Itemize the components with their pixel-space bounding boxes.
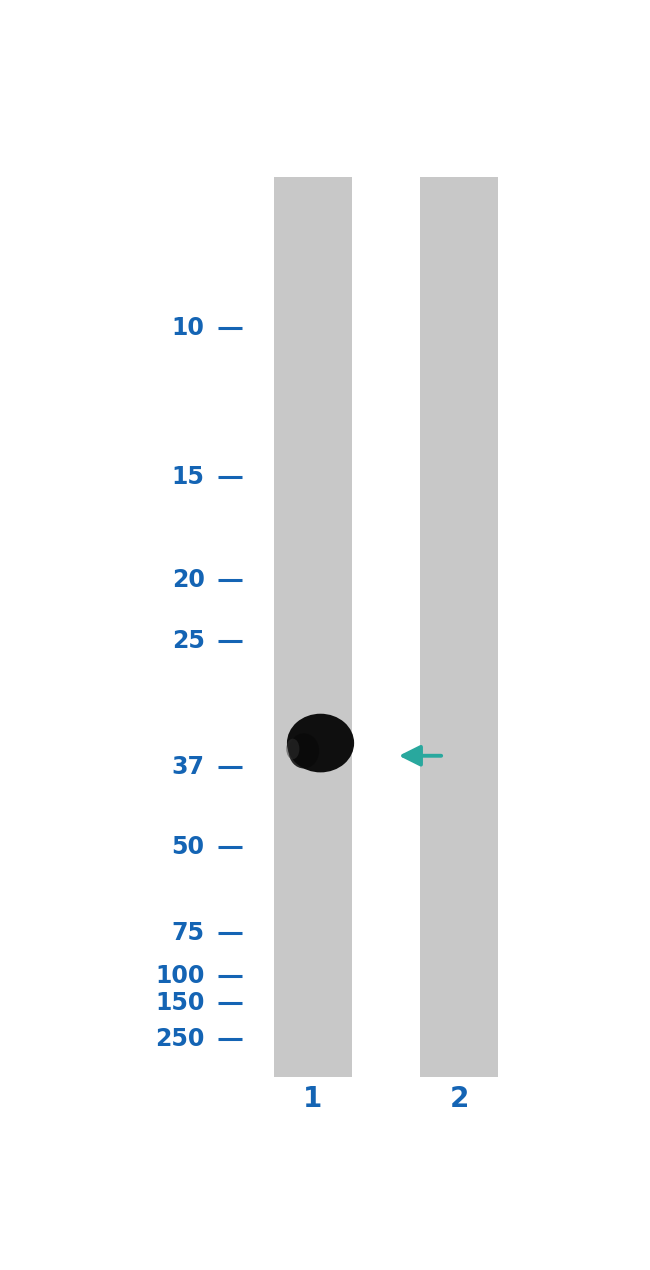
Ellipse shape bbox=[286, 739, 300, 759]
Text: 20: 20 bbox=[172, 568, 205, 592]
Text: 250: 250 bbox=[155, 1027, 205, 1052]
Text: 37: 37 bbox=[172, 754, 205, 779]
Text: 2: 2 bbox=[449, 1085, 469, 1113]
Ellipse shape bbox=[289, 733, 319, 768]
Bar bbox=[274, 177, 352, 1077]
Text: 75: 75 bbox=[172, 921, 205, 945]
Text: 150: 150 bbox=[155, 991, 205, 1015]
Text: 1: 1 bbox=[304, 1085, 322, 1113]
Bar bbox=[420, 177, 498, 1077]
Ellipse shape bbox=[287, 714, 354, 772]
Text: 10: 10 bbox=[172, 316, 205, 340]
Text: 50: 50 bbox=[172, 834, 205, 859]
Text: 25: 25 bbox=[172, 630, 205, 653]
Text: 15: 15 bbox=[172, 465, 205, 489]
Text: 100: 100 bbox=[155, 964, 205, 988]
